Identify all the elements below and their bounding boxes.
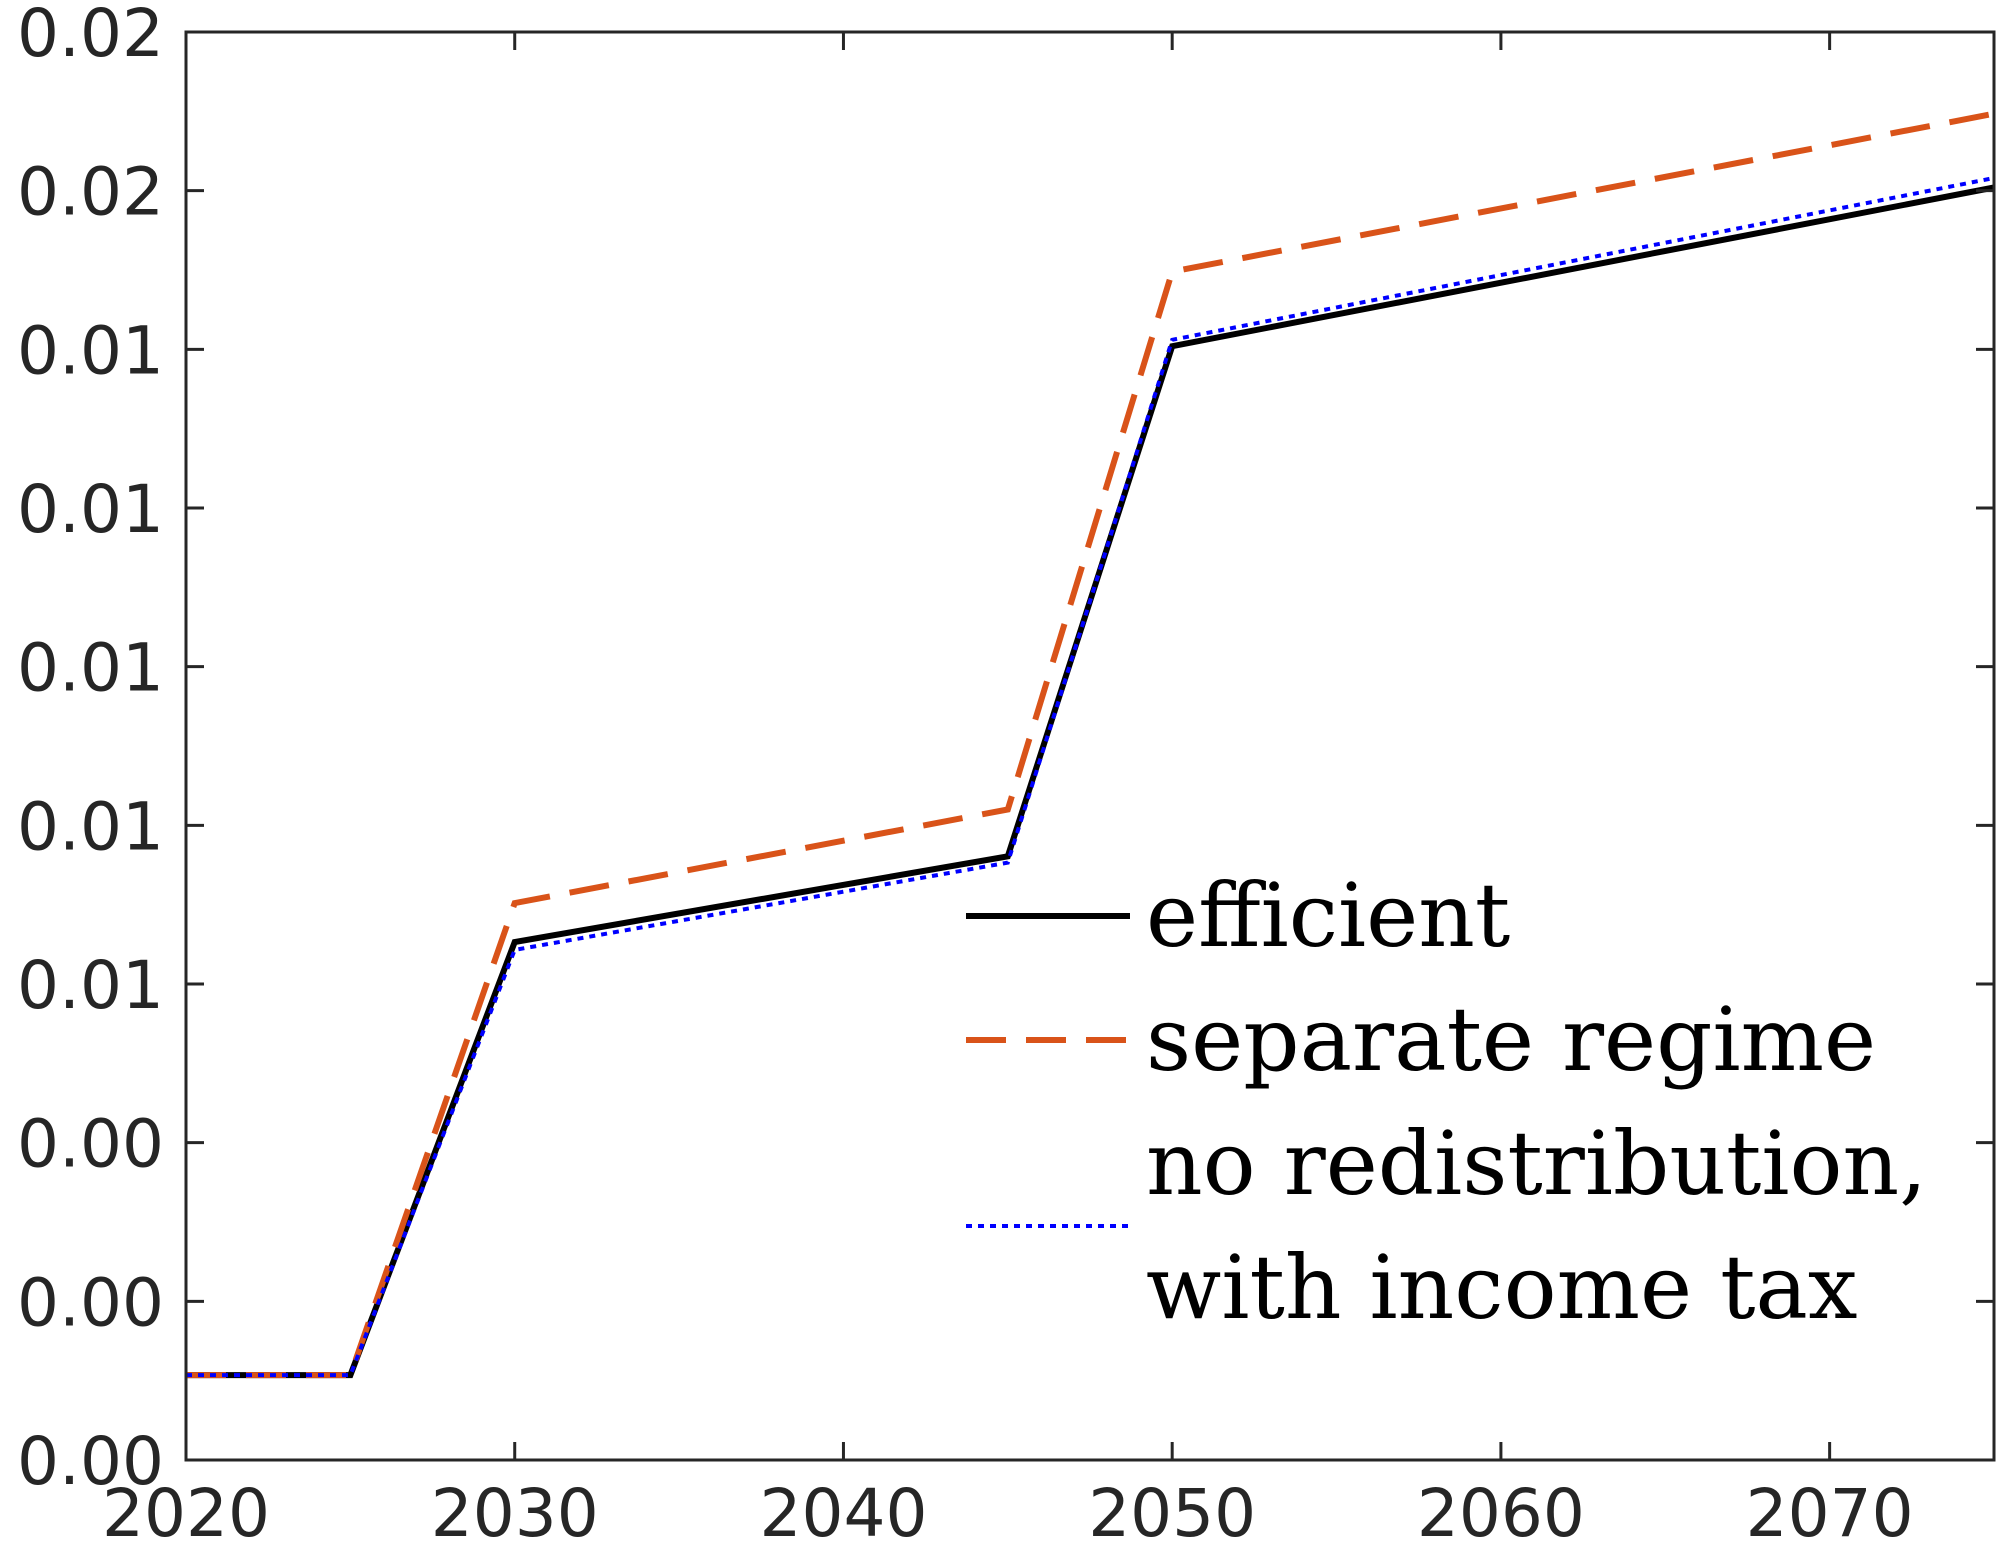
x-tick-label: 2030 [431,1475,599,1552]
legend-label-2: separate regime [1146,988,1876,1091]
y-tick-label: 0.00 [17,1106,164,1183]
legend-label-3: no redistribution, [1146,1112,1927,1215]
x-tick-label: 2040 [759,1475,927,1552]
series-layer [186,110,1995,1379]
y-tick-label: 0.02 [17,154,164,231]
x-tick-label: 2070 [1746,1475,1914,1552]
plot-area [186,32,1994,1460]
y-tick-label: 0.01 [17,312,164,389]
y-tick-label: 0.00 [17,1264,164,1341]
legend-label-3: with income tax [1146,1236,1858,1339]
y-tick-label: 0.01 [17,788,164,865]
x-tick-label: 2050 [1088,1475,1256,1552]
series-line-3 [186,176,1995,1378]
legend: efficient separate regime no redistributio… [966,864,1927,1339]
y-tick-label: 0.00 [17,1423,164,1500]
y-tick-label: 0.01 [17,947,164,1024]
y-tick-label: 0.02 [17,0,164,72]
axes-layer: 2020 2030 2040 2050 2060 2070 0.00 0.00 0.00 0.01… [17,0,1996,1552]
x-tick-label: 2020 [102,1475,270,1552]
y-tick-label: 0.01 [17,471,164,548]
y-tick-label: 0.01 [17,630,164,707]
axes-frame [184,30,1996,1462]
legend-label-1: efficient [1146,864,1510,967]
x-tick-label: 2060 [1417,1475,1585,1552]
